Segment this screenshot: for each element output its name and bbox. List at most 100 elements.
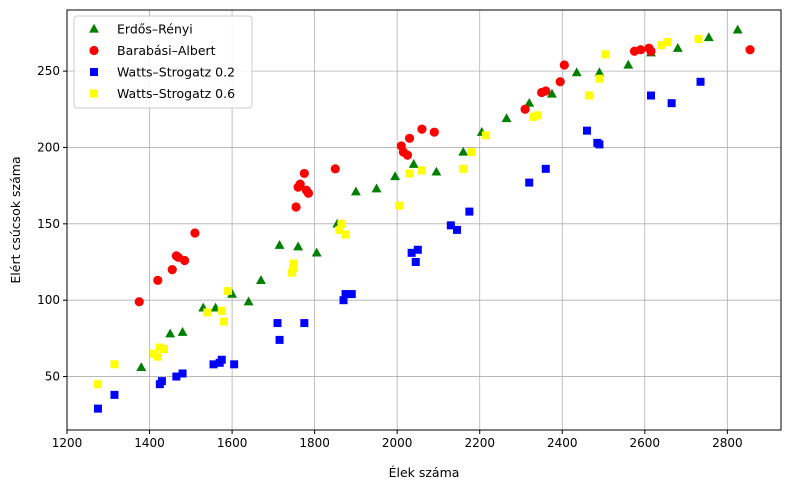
data-point [299, 168, 309, 179]
data-point [583, 126, 592, 135]
data-point [547, 88, 557, 98]
data-point [275, 335, 284, 344]
data-point [243, 296, 254, 306]
data-point [402, 150, 413, 160]
data-point [300, 319, 309, 328]
data-point [541, 86, 551, 96]
x-tick-label: 2600 [630, 436, 661, 450]
data-point [227, 288, 238, 298]
y-tick-label: 50 [45, 370, 60, 384]
data-point [172, 372, 181, 381]
data-point [453, 225, 462, 234]
data-point [481, 131, 490, 140]
data-point [667, 99, 676, 108]
data-point [180, 255, 190, 266]
data-point [459, 164, 468, 173]
data-point [696, 77, 705, 86]
legend-marker [90, 68, 98, 76]
data-point [337, 219, 346, 228]
data-point [293, 241, 304, 251]
data-point [203, 308, 212, 317]
x-tick-label: 1600 [217, 436, 248, 450]
legend-entry: Watts–Strogatz 0.6 [90, 86, 235, 101]
data-point [347, 290, 356, 299]
data-point [165, 328, 176, 338]
data-point [533, 111, 542, 120]
x-tick-label: 1800 [299, 436, 330, 450]
data-point [694, 35, 703, 44]
data-point [223, 287, 232, 296]
data-point [155, 343, 164, 352]
axis-ticks: 1200 1400 1600 1800 2000 2200 2400 2600 2800 50 10… [37, 64, 743, 450]
data-point [256, 275, 266, 284]
data-point [149, 349, 158, 358]
data-point [501, 113, 512, 123]
series-4 [93, 35, 703, 389]
x-tick-label: 2800 [712, 436, 743, 450]
data-point [217, 355, 226, 364]
data-point [595, 140, 604, 149]
data-point [341, 290, 350, 299]
plot-area-frame [66, 9, 782, 431]
data-point [167, 265, 177, 275]
x-tick-label: 2200 [464, 436, 495, 450]
legend-marker [90, 89, 98, 98]
data-point [429, 127, 439, 137]
data-point [446, 221, 455, 230]
data-point [417, 124, 427, 134]
data-point [594, 67, 605, 77]
data-point [623, 59, 634, 69]
data-point [190, 228, 200, 238]
data-point [601, 50, 610, 59]
y-tick-label: 250 [37, 64, 60, 78]
y-tick-label: 100 [37, 293, 60, 307]
legend: Erdős–Rényi Barabási–Albert Watts–Strogatz… [73, 15, 253, 109]
data-point [157, 377, 166, 386]
data-point [703, 32, 714, 42]
data-point [339, 296, 348, 305]
data-point [274, 240, 285, 249]
data-point [153, 352, 162, 361]
data-point [219, 317, 228, 326]
data-point [585, 91, 594, 100]
data-point [110, 360, 119, 369]
data-point [390, 171, 401, 181]
data-point [417, 166, 426, 175]
data-point [657, 41, 666, 50]
series-2 [134, 43, 755, 307]
y-axis-label: Elért csúcsok száma [8, 156, 23, 283]
data-point [646, 91, 655, 100]
data-point [311, 247, 322, 257]
data-point [110, 390, 119, 399]
data-point [178, 369, 187, 378]
data-point [289, 259, 298, 268]
data-point [93, 380, 102, 389]
data-point [555, 77, 565, 87]
y-tick-label: 200 [37, 140, 60, 154]
data-point [93, 404, 102, 413]
data-point [636, 45, 646, 55]
data-point [405, 169, 414, 178]
series-1 [136, 24, 743, 372]
data-point [458, 146, 469, 156]
x-tick-label: 1200 [52, 436, 83, 450]
legend-frame [73, 15, 253, 109]
data-point [411, 258, 420, 266]
data-point [524, 97, 535, 107]
legend-entry: Barabási–Albert [89, 43, 216, 58]
data-point [371, 183, 382, 193]
y-tick-label: 150 [37, 217, 60, 231]
data-point [595, 74, 604, 83]
data-point [672, 42, 683, 52]
legend-label: Watts–Strogatz 0.2 [117, 65, 235, 80]
x-tick-label: 1400 [134, 436, 165, 450]
data-point [431, 166, 442, 176]
data-points [93, 24, 755, 413]
data-point [303, 188, 314, 198]
data-point [407, 248, 416, 257]
data-point [273, 319, 282, 328]
data-point [732, 24, 743, 34]
data-point [529, 112, 538, 121]
data-point [330, 164, 340, 174]
